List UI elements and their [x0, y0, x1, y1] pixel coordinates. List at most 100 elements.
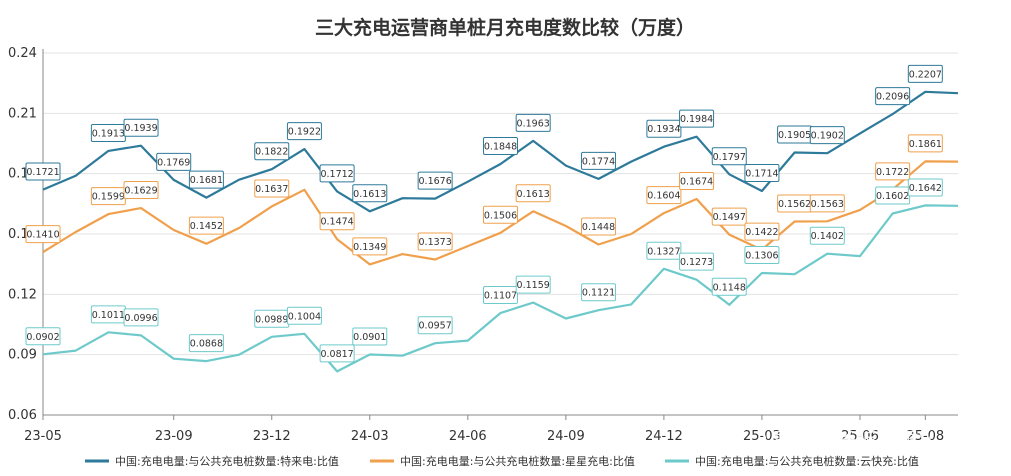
data-label-text: 0.1939: [124, 123, 157, 134]
data-label-text: 0.1422: [745, 227, 778, 238]
snowball-logo-icon: [737, 425, 767, 455]
legend-label: 中国:充电电量:与公共充电桩数量:星星充电:比值: [400, 454, 635, 468]
data-label-text: 0.1159: [517, 280, 550, 291]
data-label-text: 0.1674: [680, 177, 713, 188]
data-label: 0.1722: [875, 162, 911, 181]
data-label: 0.0902: [25, 327, 61, 346]
data-label-box: [679, 172, 715, 191]
data-label-text: 0.1769: [157, 157, 190, 168]
x-tick-label: 24-03: [351, 429, 389, 444]
data-label-text: 0.0901: [353, 332, 386, 343]
data-label: 0.1714: [744, 163, 780, 182]
series-line-2: [42, 204, 959, 373]
data-label-text: 0.1613: [517, 189, 550, 200]
data-label: 0.1963: [515, 113, 551, 132]
data-label-text: 0.1599: [92, 192, 125, 203]
data-label-text: 0.1497: [713, 212, 746, 223]
data-label-text: 0.1148: [713, 282, 746, 293]
data-label: 0.2096: [875, 87, 911, 106]
x-tick-label: 24-09: [547, 429, 585, 444]
legend-label: 中国:充电电量:与公共充电桩数量:特来电:比值: [115, 454, 339, 468]
data-label-text: 0.1905: [778, 130, 811, 141]
data-label-text: 0.1373: [419, 237, 452, 248]
data-label-box: [254, 142, 290, 161]
data-label: 0.1934: [646, 119, 682, 138]
y-tick-label: 0.21: [8, 106, 37, 121]
data-label-text: 0.1922: [288, 127, 321, 138]
data-label: 0.1984: [679, 109, 715, 128]
x-tick-label: 25-03: [743, 429, 781, 444]
x-tick-label: 23-12: [253, 429, 291, 444]
data-label: 0.1769: [156, 152, 192, 171]
data-label: 0.1373: [417, 232, 453, 251]
data-label: 0.1011: [90, 305, 126, 324]
data-label-text: 0.1681: [190, 175, 223, 186]
data-label: 0.1563: [809, 194, 845, 213]
data-label-text: 0.1506: [484, 210, 517, 221]
data-label-box: [417, 232, 453, 251]
data-label-text: 0.1402: [811, 231, 844, 242]
data-label-box: [188, 216, 224, 235]
data-label-box: [646, 241, 682, 260]
x-tick-label: 24-06: [449, 429, 487, 444]
data-label: 0.1349: [352, 237, 388, 256]
data-label-text: 0.1676: [419, 176, 452, 187]
data-label-text: 0.1721: [26, 167, 59, 178]
data-label-text: 0.1984: [680, 114, 713, 125]
y-tick-label: 0.09: [8, 348, 37, 363]
y-tick-label: 0.24: [8, 46, 37, 61]
data-label-text: 0.1474: [320, 217, 353, 228]
data-label: 0.1642: [907, 178, 943, 197]
data-label-text: 0.1797: [713, 152, 746, 163]
data-label-box: [646, 119, 682, 138]
data-label-text: 0.1273: [680, 257, 713, 268]
data-label-text: 0.1613: [353, 189, 386, 200]
data-label-text: 0.2096: [876, 92, 909, 103]
data-label: 0.1674: [679, 172, 715, 191]
data-label-box: [156, 152, 192, 171]
data-label-box: [483, 205, 518, 224]
data-label: 0.1121: [581, 283, 617, 302]
data-label-text: 0.1563: [811, 199, 844, 210]
data-label-box: [417, 171, 453, 190]
data-label: 0.1452: [188, 216, 224, 235]
data-label-text: 0.1637: [255, 184, 288, 195]
data-label-box: [581, 151, 617, 170]
data-label: 0.1721: [25, 162, 61, 181]
data-label: 0.1273: [679, 252, 715, 271]
data-label-box: [25, 225, 61, 244]
x-tick-label: 24-12: [645, 429, 683, 444]
data-label-text: 0.1602: [876, 191, 909, 202]
watermark: 雪球：长坂厚雪V: [737, 425, 934, 455]
y-tick-label: 0.06: [8, 408, 37, 423]
x-tick-label: 25-08: [906, 429, 944, 444]
data-label: 0.0957: [417, 316, 453, 335]
data-label-box: [352, 237, 388, 256]
data-label-text: 0.1963: [517, 118, 550, 129]
y-tick-label: 0.12: [8, 287, 37, 302]
data-label-text: 0.1452: [190, 221, 223, 232]
data-label-text: 0.1902: [811, 131, 844, 142]
data-label: 0.1306: [744, 246, 780, 265]
data-label-text: 0.2207: [909, 69, 942, 80]
data-label: 0.1148: [711, 277, 747, 296]
data-label-text: 0.1011: [92, 310, 125, 321]
data-label: 0.1629: [123, 181, 159, 200]
data-label: 0.1905: [777, 125, 813, 144]
data-label-box: [123, 118, 159, 137]
data-label-box: [188, 334, 224, 353]
data-label-text: 0.1327: [647, 246, 680, 257]
data-label-text: 0.1107: [484, 291, 517, 302]
data-label-box: [286, 122, 322, 141]
data-label-box: [25, 162, 61, 181]
data-label: 0.1562: [777, 194, 813, 213]
data-label-box: [515, 275, 551, 294]
data-label: 0.1922: [286, 122, 322, 141]
data-label-box: [711, 277, 747, 296]
data-label-box: [417, 316, 453, 335]
data-label-box: [907, 64, 943, 83]
data-label-box: [581, 217, 617, 236]
data-label-text: 0.1714: [745, 168, 778, 179]
data-label-box: [809, 226, 845, 245]
